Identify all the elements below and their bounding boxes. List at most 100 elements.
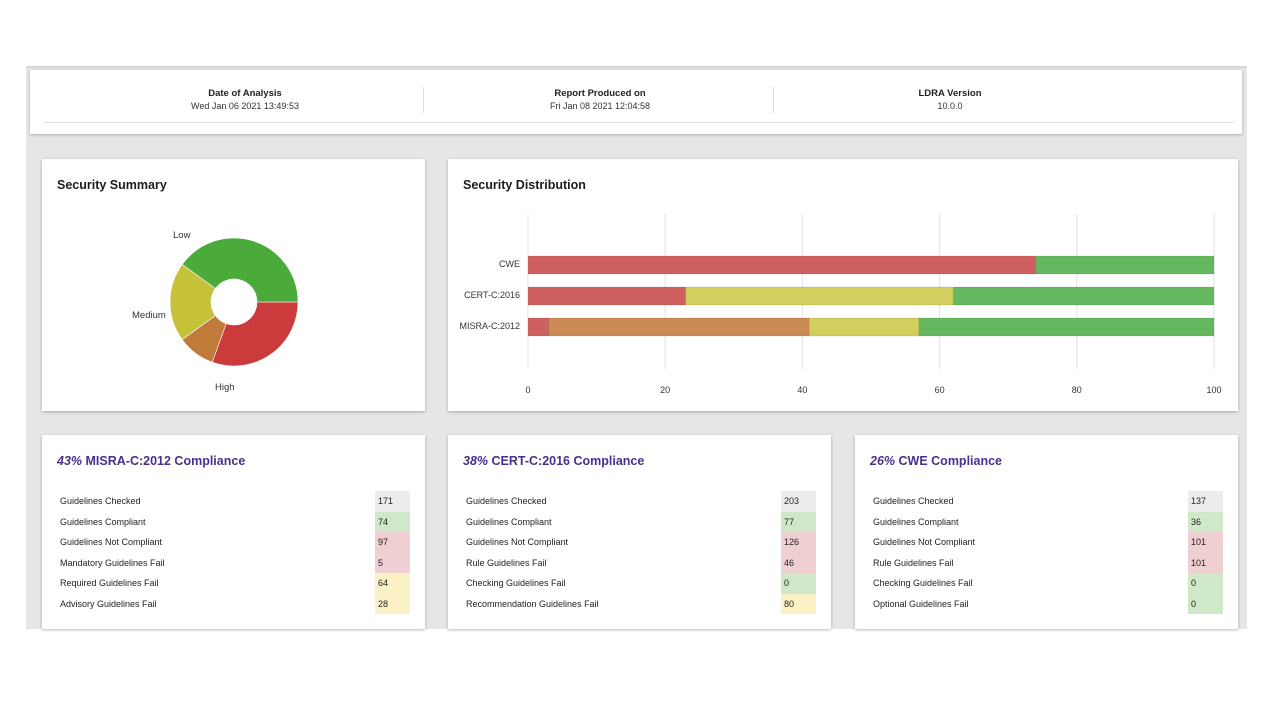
category-label: CWE <box>499 259 520 269</box>
row-label: Rule Guidelines Fail <box>466 557 547 568</box>
row-value: 0 <box>781 573 816 594</box>
row-label: Guidelines Compliant <box>873 516 959 527</box>
row-value: 64 <box>375 573 410 594</box>
row-label: Advisory Guidelines Fail <box>60 598 157 609</box>
table-row: Guidelines Checked 203 <box>466 491 816 512</box>
row-label: Optional Guidelines Fail <box>873 598 969 609</box>
table-row: Guidelines Compliant 77 <box>466 511 816 532</box>
table-row: Checking Guidelines Fail 0 <box>466 573 816 594</box>
compliance-name: CWE Compliance <box>898 454 1003 468</box>
tick-label: 40 <box>797 385 808 395</box>
date-of-analysis: Date of Analysis Wed Jan 06 2021 13:49:5… <box>75 88 415 111</box>
compliance-rows: Guidelines Checked 137 Guidelines Complia… <box>873 491 1223 614</box>
row-label: Checking Guidelines Fail <box>466 578 566 588</box>
header-divider <box>423 87 424 113</box>
bar-segment-misra-c-2012-0[interactable] <box>527 317 550 337</box>
row-value: 0 <box>1188 573 1223 594</box>
pie-slice-low[interactable] <box>169 263 216 341</box>
category-label: MISRA-C:2012 <box>459 321 520 331</box>
compliance-percent: 26% <box>870 454 896 468</box>
security-summary-title: Security Summary <box>57 178 167 192</box>
row-value: 36 <box>1188 511 1223 532</box>
compliance-name: CERT-C:2016 Compliance <box>491 454 645 468</box>
pie-slice-unlabeled[interactable] <box>181 237 299 303</box>
row-label: Guidelines Compliant <box>60 516 146 527</box>
table-row: Optional Guidelines Fail 0 <box>873 593 1223 614</box>
row-label: Guidelines Not Compliant <box>60 537 163 547</box>
compliance-title: 43% MISRA-C:2012 Compliance <box>57 454 245 468</box>
security-distribution-card: Security Distribution CWE CERT-C:2016 MISR… <box>448 159 1238 411</box>
table-row: Advisory Guidelines Fail 28 <box>60 593 410 614</box>
report-produced-on: Report Produced on Fri Jan 08 2021 12:04… <box>430 88 770 111</box>
table-row: Guidelines Not Compliant 97 <box>60 532 410 553</box>
report-produced-value: Fri Jan 08 2021 12:04:58 <box>549 101 651 111</box>
compliance-title: 26% CWE Compliance <box>870 454 1002 468</box>
date-of-analysis-label: Date of Analysis <box>208 88 282 99</box>
table-row: Guidelines Not Compliant 126 <box>466 532 816 553</box>
bar-segment-cwe-3[interactable] <box>1035 255 1215 275</box>
row-label: Guidelines Checked <box>466 496 547 506</box>
row-value: 101 <box>1188 552 1223 573</box>
compliance-percent: 38% <box>463 454 489 468</box>
compliance-rows: Guidelines Checked 171 Guidelines Complia… <box>60 491 410 614</box>
date-of-analysis-value: Wed Jan 06 2021 13:49:53 <box>191 101 299 111</box>
header-divider <box>773 87 774 113</box>
compliance-name: MISRA-C:2012 Compliance <box>85 454 246 468</box>
security-distribution-bar-chart <box>527 214 1215 369</box>
row-label: Guidelines Not Compliant <box>873 537 976 547</box>
row-label: Guidelines Checked <box>60 496 141 506</box>
bar-segment-misra-c-2012-1[interactable] <box>548 317 810 337</box>
bar-segment-misra-c-2012-2[interactable] <box>808 317 920 337</box>
table-row: Guidelines Checked 137 <box>873 491 1223 512</box>
row-label: Rule Guidelines Fail <box>873 557 954 568</box>
security-summary-card: Security Summary Low Medium High <box>42 159 425 411</box>
category-label: CERT-C:2016 <box>464 290 520 300</box>
cert-compliance-card: 38% CERT-C:2016 Compliance Guidelines Ch… <box>448 435 831 629</box>
security-summary-donut-chart <box>169 237 299 367</box>
row-value: 80 <box>781 593 816 614</box>
pie-label-medium: Medium <box>132 310 166 321</box>
row-value: 101 <box>1188 532 1223 553</box>
misra-compliance-card: 43% MISRA-C:2012 Compliance Guidelines C… <box>42 435 425 629</box>
table-row: Guidelines Not Compliant 101 <box>873 532 1223 553</box>
row-value: 74 <box>375 511 410 532</box>
row-value: 171 <box>375 491 410 512</box>
bar-segment-misra-c-2012-3[interactable] <box>918 317 1215 337</box>
bar-segment-cert-c-2016-0[interactable] <box>527 286 687 306</box>
row-value: 5 <box>375 552 410 573</box>
ldra-version: LDRA Version 10.0.0 <box>780 88 1120 111</box>
bar-segment-cwe-0[interactable] <box>527 255 1037 275</box>
row-value: 46 <box>781 552 816 573</box>
analysis-info-header: Date of Analysis Wed Jan 06 2021 13:49:5… <box>30 70 1242 134</box>
table-row: Checking Guidelines Fail 0 <box>873 573 1223 594</box>
row-label: Guidelines Not Compliant <box>466 537 569 547</box>
tick-label: 60 <box>934 385 945 395</box>
pie-slice-high[interactable] <box>211 301 299 367</box>
cwe-compliance-card: 26% CWE Compliance Guidelines Checked 137… <box>855 435 1238 629</box>
row-label: Guidelines Compliant <box>466 516 552 527</box>
header-rule <box>44 122 1234 123</box>
compliance-title: 38% CERT-C:2016 Compliance <box>463 454 644 468</box>
row-label: Required Guidelines Fail <box>60 578 159 588</box>
row-label: Checking Guidelines Fail <box>873 578 973 588</box>
table-row: Guidelines Checked 171 <box>60 491 410 512</box>
bar-segment-cert-c-2016-2[interactable] <box>685 286 954 306</box>
table-row: Guidelines Compliant 36 <box>873 511 1223 532</box>
row-value: 97 <box>375 532 410 553</box>
table-row: Mandatory Guidelines Fail 5 <box>60 552 410 573</box>
row-value: 0 <box>1188 593 1223 614</box>
table-row: Required Guidelines Fail 64 <box>60 573 410 594</box>
report-dashboard: Date of Analysis Wed Jan 06 2021 13:49:5… <box>26 66 1247 629</box>
row-value: 28 <box>375 593 410 614</box>
ldra-version-value: 10.0.0 <box>937 101 963 111</box>
pie-label-low: Low <box>173 230 191 241</box>
row-value: 126 <box>781 532 816 553</box>
tick-label: 100 <box>1206 385 1222 395</box>
row-label: Mandatory Guidelines Fail <box>60 557 165 568</box>
row-label: Recommendation Guidelines Fail <box>466 598 599 609</box>
compliance-percent: 43% <box>57 454 83 468</box>
bar-segment-cert-c-2016-3[interactable] <box>952 286 1215 306</box>
tick-label: 20 <box>660 385 671 395</box>
table-row: Rule Guidelines Fail 101 <box>873 552 1223 573</box>
security-distribution-title: Security Distribution <box>463 178 586 192</box>
